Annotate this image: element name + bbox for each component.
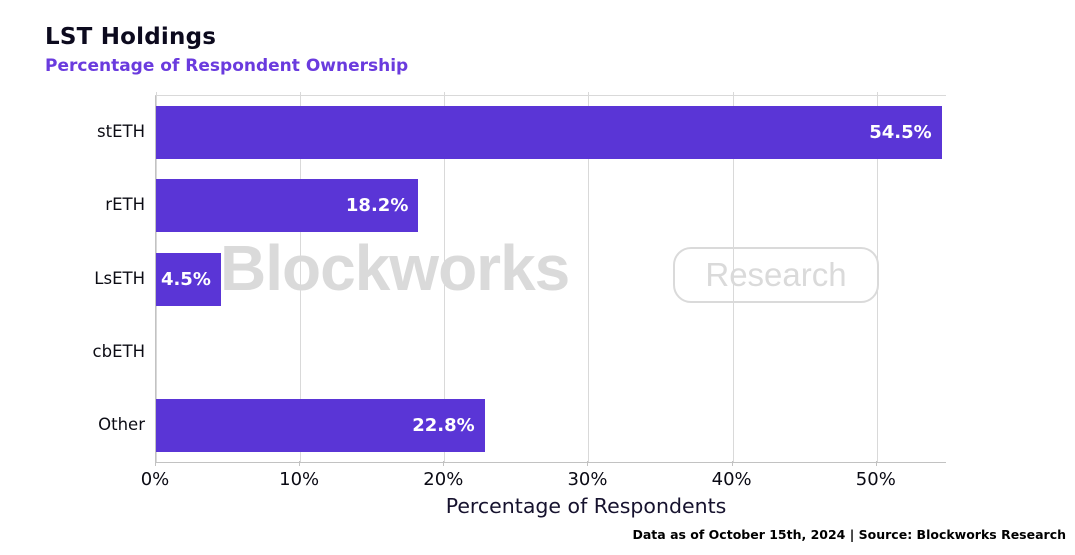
bar-value-label: 22.8%: [412, 414, 475, 436]
x-tick-mark: [299, 461, 301, 466]
bar-row-other: 22.8%: [156, 389, 946, 462]
plot-area: Blockworks Research 54.5% 18.2% 4.5% 22.8%: [155, 92, 946, 463]
bar-value-label: 54.5%: [869, 122, 932, 144]
bar-other: 22.8%: [156, 398, 485, 452]
x-tick-label: 10%: [279, 469, 320, 490]
y-axis-labels: stETH rETH LsETH cbETH Other: [0, 95, 145, 461]
x-tick-mark: [587, 461, 589, 466]
x-tick-label: 0%: [140, 469, 170, 490]
gridline: [588, 92, 590, 462]
y-tick-label-lseth: LsETH: [94, 268, 145, 288]
gridline: [444, 92, 446, 462]
x-tick-label: 30%: [567, 469, 608, 490]
x-axis-label: Percentage of Respondents: [445, 494, 727, 518]
bar-row-reth: 18.2%: [156, 169, 946, 242]
y-tick-label-reth: rETH: [105, 195, 145, 215]
x-tick-label: 50%: [855, 469, 896, 490]
x-tick-mark: [443, 461, 445, 466]
source-footer: Data as of October 15th, 2024 | Source: …: [632, 527, 1067, 542]
y-tick-label-cbeth: cbETH: [92, 341, 145, 361]
bar-row-cbeth: [156, 316, 946, 389]
gridline: [300, 92, 302, 462]
x-tick-mark: [731, 461, 733, 466]
bar-row-steth: 54.5%: [156, 96, 946, 169]
bar-lseth: 4.5%: [156, 252, 221, 306]
y-tick-label-steth: stETH: [97, 122, 145, 142]
bar-steth: 54.5%: [156, 106, 942, 160]
chart-title: LST Holdings: [45, 24, 217, 50]
x-tick-mark: [155, 461, 156, 466]
bar-rows: 54.5% 18.2% 4.5% 22.8%: [156, 96, 946, 462]
x-tick-label: 40%: [711, 469, 752, 490]
bar-row-lseth: 4.5%: [156, 242, 946, 315]
chart-subtitle: Percentage of Respondent Ownership: [45, 56, 409, 76]
x-tick-label: 20%: [423, 469, 464, 490]
y-tick-label-other: Other: [98, 414, 145, 434]
x-tick-mark: [875, 461, 877, 466]
gridline: [732, 92, 734, 462]
x-axis-ticks: 0% 10% 20% 30% 40% 50%: [141, 461, 945, 495]
bar-reth: 18.2%: [156, 179, 419, 233]
bar-value-label: 18.2%: [345, 195, 409, 217]
bar-value-label: 4.5%: [160, 268, 211, 290]
